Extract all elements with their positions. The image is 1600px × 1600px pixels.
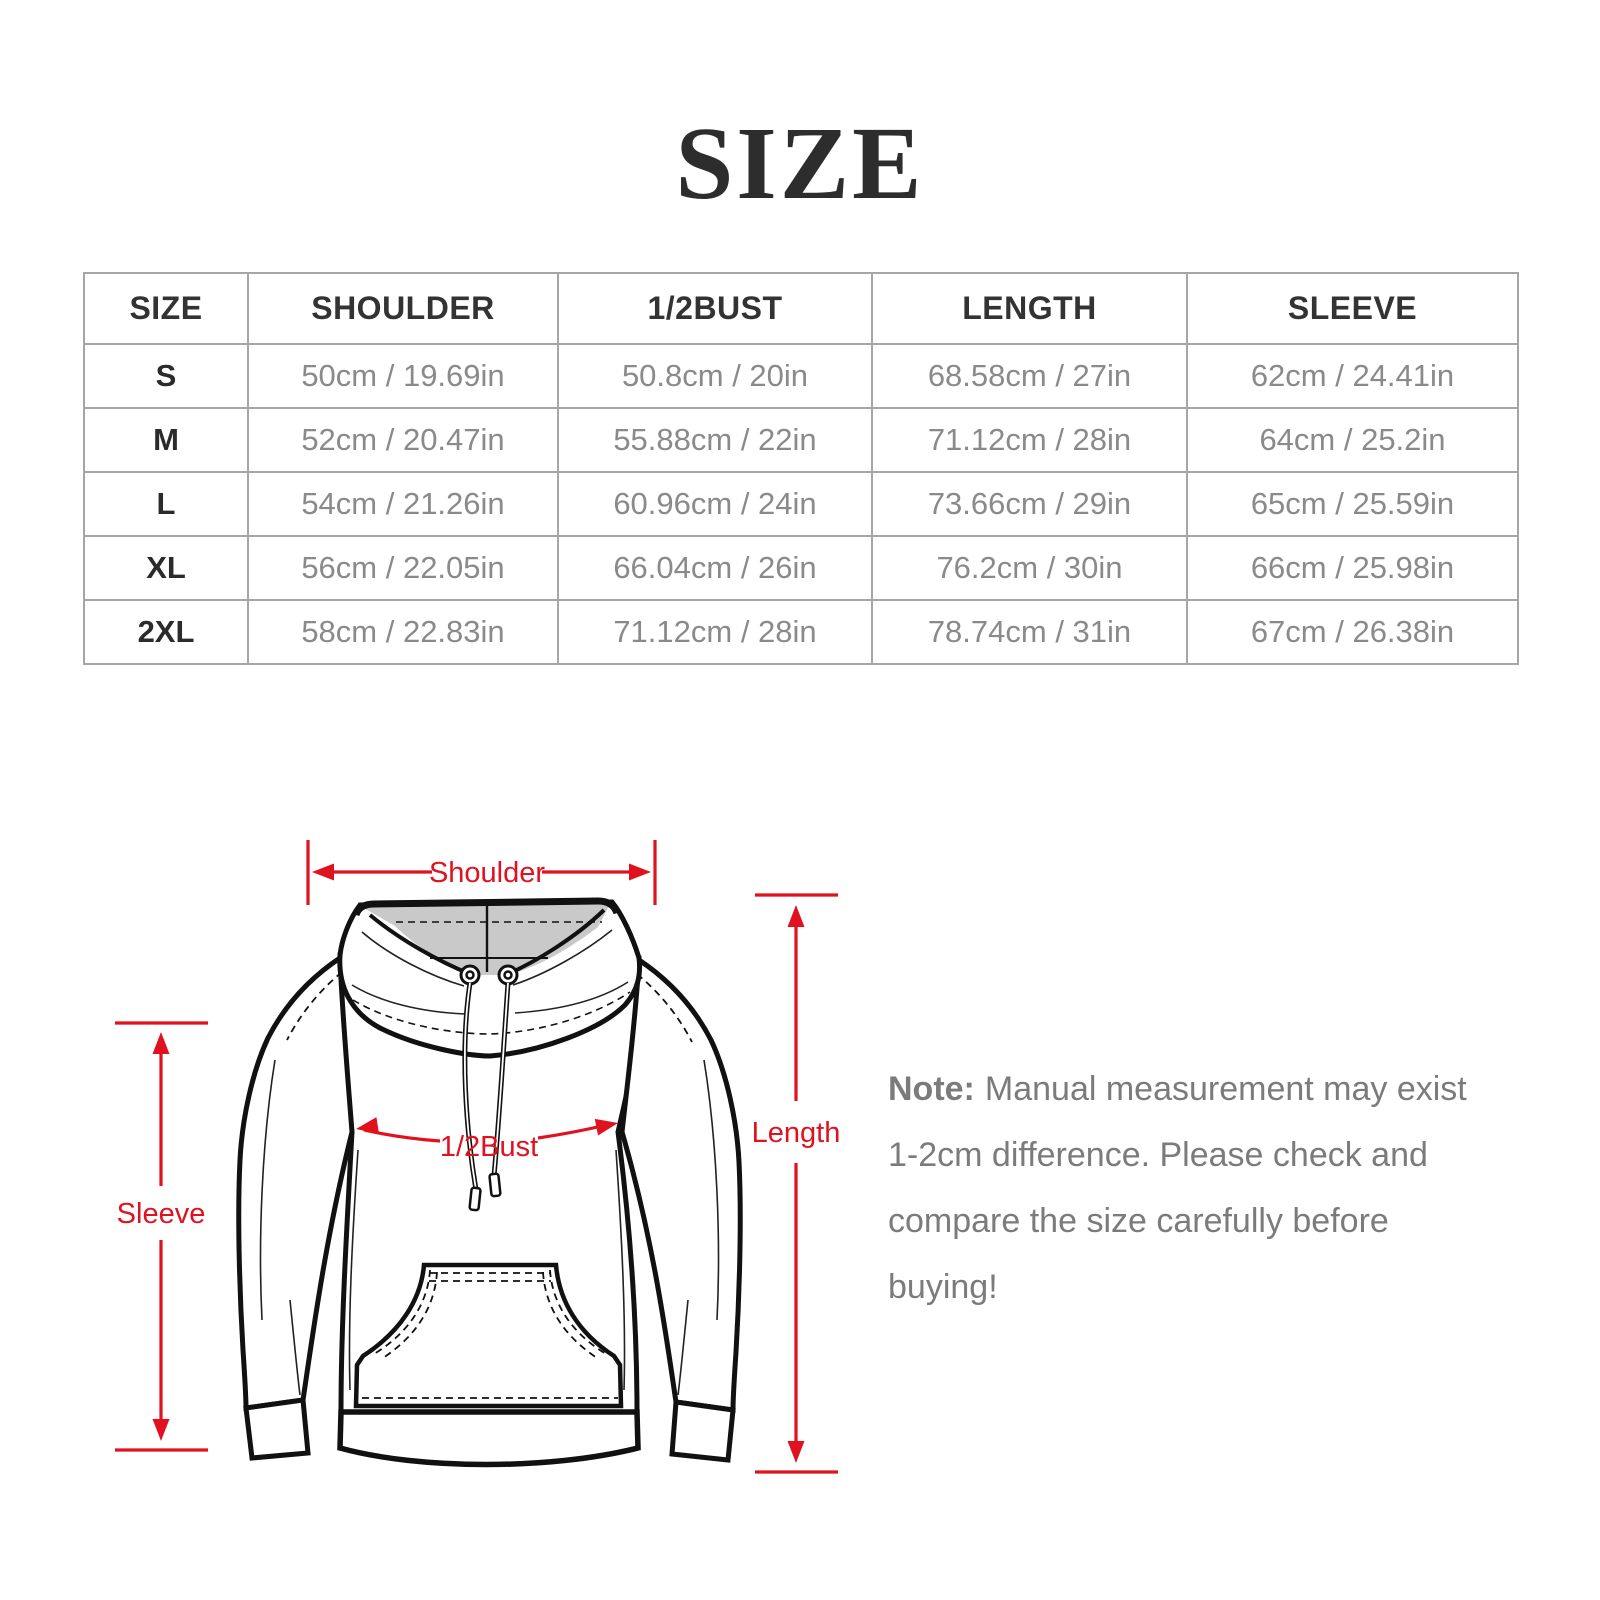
measurement-cell: 73.66cm / 29in xyxy=(871,471,1188,537)
measurement-cell: 50.8cm / 20in xyxy=(557,343,873,409)
measurement-cell: 76.2cm / 30in xyxy=(871,535,1188,601)
size-cell: 2XL xyxy=(83,599,249,665)
header-cell-bust: 1/2BUST xyxy=(557,272,873,345)
sleeve-measure-arrow: Sleeve xyxy=(115,1021,208,1452)
measurement-cell: 62cm / 24.41in xyxy=(1186,343,1519,409)
length-label: Length xyxy=(752,1117,841,1149)
hood-collar xyxy=(337,897,643,1059)
measurement-cell: 78.74cm / 31in xyxy=(871,599,1188,665)
measurement-cell: 50cm / 19.69in xyxy=(247,343,559,409)
note-body: Manual measurement may exist 1-2cm diffe… xyxy=(888,1070,1467,1306)
bust-label: 1/2Bust xyxy=(440,1131,538,1163)
header-cell-length: LENGTH xyxy=(871,272,1188,345)
aglet-right xyxy=(488,1172,502,1198)
page-title: SIZE xyxy=(675,106,925,221)
table-row-2xl: 2XL 58cm / 22.83in 71.12cm / 28in 78.74c… xyxy=(83,599,1519,665)
measurement-cell: 67cm / 26.38in xyxy=(1186,599,1519,665)
length-measure-arrow: Length xyxy=(752,893,841,1474)
table-row-l: L 54cm / 21.26in 60.96cm / 24in 73.66cm … xyxy=(83,471,1519,537)
header-cell-shoulder: SHOULDER xyxy=(247,272,559,345)
table-row-m: M 52cm / 20.47in 55.88cm / 22in 71.12cm … xyxy=(83,407,1519,473)
size-cell: S xyxy=(83,343,249,409)
table-header-row: SIZE SHOULDER 1/2BUST LENGTH SLEEVE xyxy=(83,272,1519,345)
aglet-left xyxy=(468,1186,482,1212)
size-cell: M xyxy=(83,407,249,473)
note-label: Note: xyxy=(888,1070,975,1108)
measurement-cell: 66cm / 25.98in xyxy=(1186,535,1519,601)
shoulder-label: Shoulder xyxy=(429,857,545,889)
bust-measure-arrow: 1/2Bust xyxy=(356,1117,618,1163)
header-cell-size: SIZE xyxy=(83,272,249,345)
measurement-cell: 52cm / 20.47in xyxy=(247,407,559,473)
sleeve-label: Sleeve xyxy=(117,1198,206,1230)
measurement-cell: 68.58cm / 27in xyxy=(871,343,1188,409)
measurement-cell: 58cm / 22.83in xyxy=(247,599,559,665)
hoodie-size-diagram: Shoulder 1/2Bust Sleeve Length xyxy=(115,840,841,1474)
measurement-cell: 64cm / 25.2in xyxy=(1186,407,1519,473)
measurement-cell: 65cm / 25.59in xyxy=(1186,471,1519,537)
measurement-cell: 71.12cm / 28in xyxy=(871,407,1188,473)
measurement-cell: 71.12cm / 28in xyxy=(557,599,873,665)
shoulder-measure-arrow: Shoulder xyxy=(306,840,657,905)
table-row-s: S 50cm / 19.69in 50.8cm / 20in 68.58cm /… xyxy=(83,343,1519,409)
measurement-cell: 66.04cm / 26in xyxy=(557,535,873,601)
drawstrings xyxy=(462,982,511,1212)
measurement-cell: 55.88cm / 22in xyxy=(557,407,873,473)
header-cell-sleeve: SLEEVE xyxy=(1186,272,1519,345)
measurement-cell: 56cm / 22.05in xyxy=(247,535,559,601)
size-cell: L xyxy=(83,471,249,537)
hoodie-illustration xyxy=(236,897,743,1468)
size-cell: XL xyxy=(83,535,249,601)
measurement-cell: 54cm / 21.26in xyxy=(247,471,559,537)
measurement-cell: 60.96cm / 24in xyxy=(557,471,873,537)
table-row-xl: XL 56cm / 22.05in 66.04cm / 26in 76.2cm … xyxy=(83,535,1519,601)
note-text: Note: Manual measurement may exist 1-2cm … xyxy=(888,1056,1486,1320)
size-table: SIZE SHOULDER 1/2BUST LENGTH SLEEVE S 50… xyxy=(83,272,1519,665)
